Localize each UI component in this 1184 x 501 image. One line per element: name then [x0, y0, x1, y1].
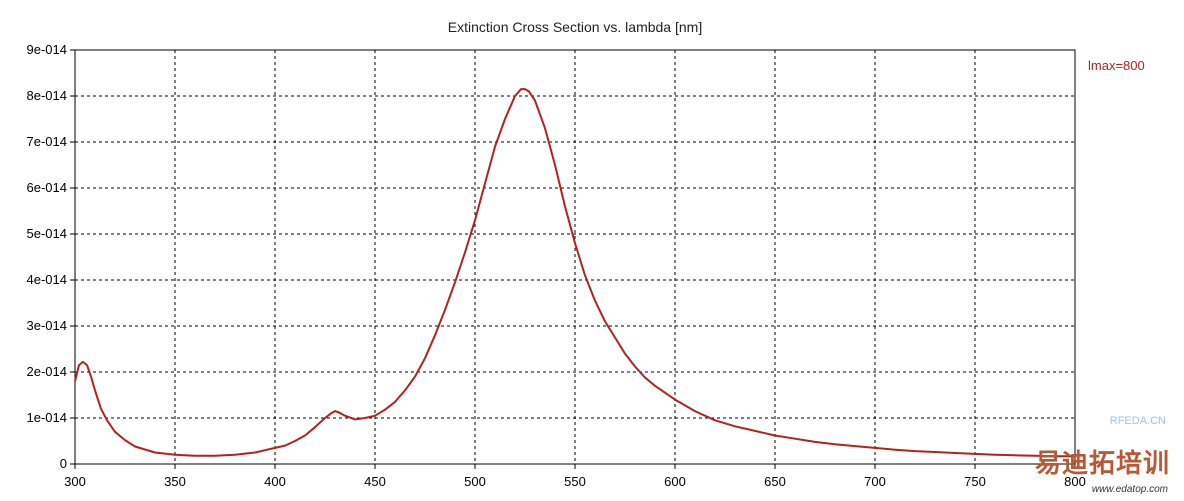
y-tick-label: 3e-014	[27, 318, 67, 333]
y-tick-label: 7e-014	[27, 134, 67, 149]
x-tick-label: 700	[864, 474, 886, 489]
y-tick-label: 9e-014	[27, 42, 67, 57]
lmax-annotation: lmax=800	[1088, 58, 1145, 73]
grid	[75, 50, 1075, 464]
y-tick-label: 2e-014	[27, 364, 67, 379]
extinction-series-line	[74, 88, 1075, 458]
y-tick-label: 8e-014	[27, 88, 67, 103]
y-tick-label: 4e-014	[27, 272, 67, 287]
y-tick-label: 6e-014	[27, 180, 67, 195]
x-tick-label: 500	[464, 474, 486, 489]
x-tick-label: 300	[64, 474, 86, 489]
x-tick-label: 600	[664, 474, 686, 489]
x-tick-label: 450	[364, 474, 386, 489]
y-tick-label: 0	[60, 456, 67, 471]
x-tick-label: 350	[164, 474, 186, 489]
x-tick-label: 400	[264, 474, 286, 489]
x-tick-label: 550	[564, 474, 586, 489]
chart-title: Extinction Cross Section vs. lambda [nm]	[448, 19, 702, 35]
y-tick-label: 5e-014	[27, 226, 67, 241]
axes: 300 350 400 450 500 550 600 650 700 750 800 0 1e-014…	[27, 42, 1086, 489]
x-tick-label: 750	[964, 474, 986, 489]
y-tick-label: 1e-014	[27, 410, 67, 425]
x-tick-label: 800	[1064, 474, 1086, 489]
x-tick-label: 650	[764, 474, 786, 489]
